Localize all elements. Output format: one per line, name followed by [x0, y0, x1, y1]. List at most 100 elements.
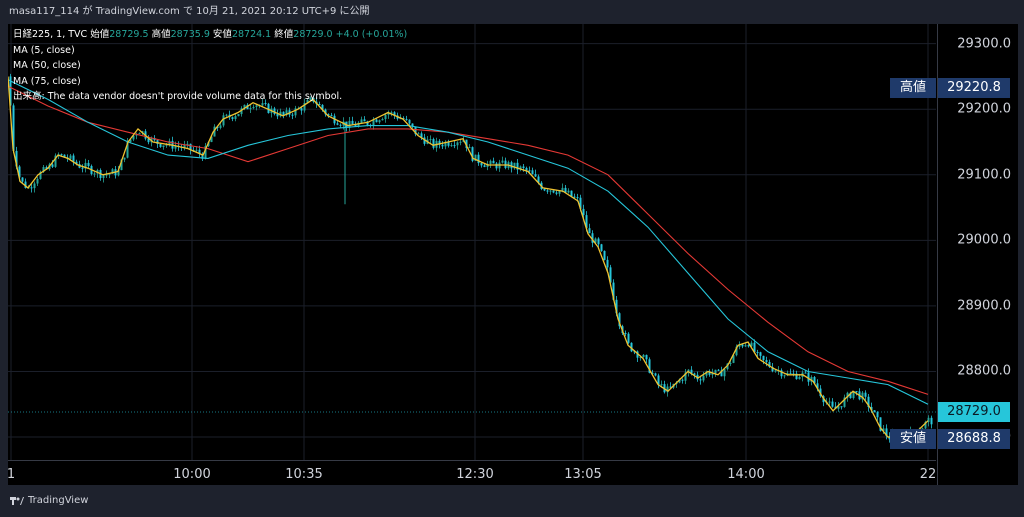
candles	[9, 73, 933, 444]
time-tick-label: 22	[919, 467, 937, 482]
candle-body	[702, 375, 705, 381]
chart-frame[interactable]: 日経225, 1, TVC 始値28729.5 高値28735.9 安値2872…	[6, 24, 1018, 486]
time-axis[interactable]: 1 10:00 10:35 12:30 13:05 14:00 22	[6, 460, 937, 486]
candle-body	[402, 118, 405, 120]
candle-body	[927, 417, 930, 422]
candle-body	[882, 428, 885, 431]
candle-body	[303, 102, 306, 111]
candle-body	[495, 163, 498, 169]
candle-body	[678, 379, 681, 383]
candle-body	[660, 384, 663, 386]
candle-body	[798, 376, 801, 380]
candle-body	[39, 171, 42, 179]
candle-body	[876, 412, 879, 418]
candle-body	[267, 103, 270, 114]
candle-body	[738, 344, 741, 347]
time-tick-label: 1	[6, 467, 16, 482]
grid	[8, 24, 936, 460]
candle-body	[609, 267, 612, 283]
candle-body	[363, 119, 366, 122]
candle-body	[594, 238, 597, 243]
candle-body	[15, 150, 18, 167]
candle-body	[684, 372, 687, 381]
candle-body	[465, 139, 468, 148]
candle-body	[24, 181, 27, 188]
candle-body	[879, 417, 882, 431]
candle-body	[816, 383, 819, 389]
candle-body	[63, 154, 66, 158]
publisher-header: masa117_114 が TradingView.com で 10月 21, …	[9, 6, 370, 17]
candle-body	[849, 392, 852, 399]
candle-body	[45, 167, 48, 170]
candle-body	[387, 112, 390, 115]
current-price-tag: 28729.0	[938, 402, 1010, 422]
price-tick-label: 29200.0	[957, 101, 1011, 117]
candle-body	[225, 114, 228, 116]
legend-open: 28729.5	[109, 29, 149, 40]
time-tick-label: 10:00	[173, 467, 211, 482]
candle-body	[768, 361, 771, 367]
candle-body	[273, 108, 276, 114]
candle-body	[552, 190, 555, 193]
candle-body	[360, 119, 363, 123]
candle-body	[519, 166, 522, 170]
candle-body	[405, 119, 408, 121]
candle-body	[378, 120, 381, 123]
candle-body	[414, 126, 417, 135]
candle-body	[309, 97, 312, 100]
price-tick-label: 28900.0	[957, 298, 1011, 314]
candle-body	[84, 162, 87, 169]
candle-body	[762, 355, 765, 361]
candle-body	[87, 162, 90, 166]
candle-body	[711, 373, 714, 375]
candle-body	[531, 170, 534, 175]
legend-symbol-row: 日経225, 1, TVC 始値28729.5 高値28735.9 安値2872…	[13, 27, 407, 43]
legend-close-label: 終値	[274, 29, 294, 40]
candle-body	[837, 406, 840, 409]
candle-body	[726, 363, 729, 370]
candle-body	[642, 354, 645, 358]
candle-body	[330, 115, 333, 117]
candle-body	[438, 140, 441, 145]
chart-plot[interactable]	[8, 24, 936, 460]
candle-body	[129, 139, 132, 142]
candle-body	[264, 103, 267, 105]
candle-body	[444, 141, 447, 147]
candle-body	[840, 406, 843, 408]
candle-body	[93, 173, 96, 175]
candle-body	[105, 174, 108, 176]
candle-body	[51, 164, 54, 167]
candle-body	[651, 372, 654, 374]
candle-body	[339, 124, 342, 126]
candle-body	[243, 104, 246, 109]
candle-body	[654, 373, 657, 376]
candle-body	[423, 137, 426, 144]
candle-body	[390, 112, 393, 114]
candle-body	[639, 357, 642, 359]
candle-body	[804, 372, 807, 374]
candle-body	[489, 160, 492, 164]
candle-body	[543, 188, 546, 191]
candle-body	[240, 108, 243, 115]
candle-body	[195, 149, 198, 151]
candle-body	[612, 282, 615, 300]
price-tick-label: 29100.0	[957, 167, 1011, 183]
candle-body	[864, 392, 867, 397]
legend-change: +4.0 (+0.01%)	[335, 29, 408, 40]
candle-body	[501, 160, 504, 163]
candle-body	[219, 125, 222, 128]
candle-body	[300, 108, 303, 111]
candle-body	[183, 145, 186, 148]
candle-body	[198, 149, 201, 154]
candle-body	[384, 114, 387, 120]
footer-brand: TradingView	[28, 495, 89, 506]
candle-body	[855, 391, 858, 393]
candle-body	[72, 155, 75, 162]
candle-body	[441, 144, 444, 147]
candle-body	[33, 183, 36, 189]
candle-body	[867, 396, 870, 408]
candle-body	[291, 114, 294, 116]
time-tick-label: 12:30	[456, 467, 494, 482]
candle-body	[249, 108, 252, 110]
candle-body	[450, 145, 453, 147]
